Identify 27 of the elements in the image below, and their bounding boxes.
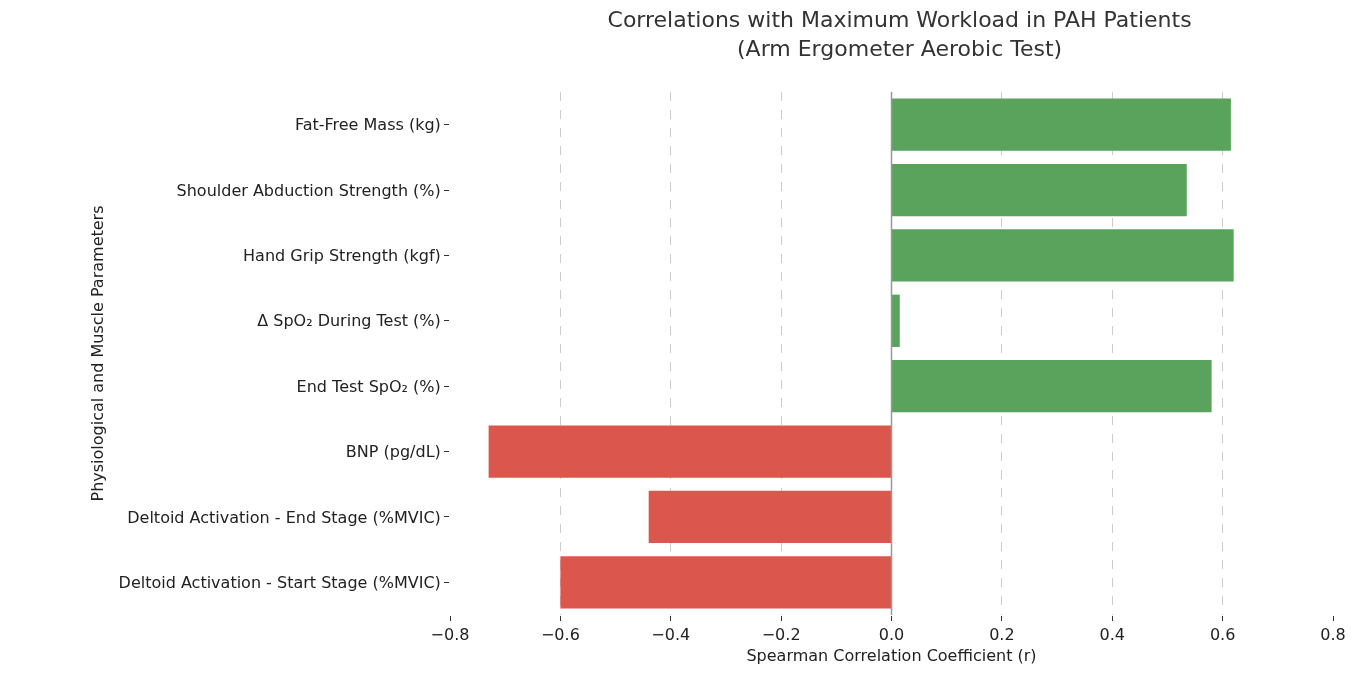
x-tick-label: −0.4 — [651, 625, 691, 645]
x-tick-label: 0.2 — [989, 625, 1015, 645]
bar — [891, 229, 1234, 282]
x-tick-label: −0.8 — [430, 625, 470, 645]
y-axis-title: Physiological and Muscle Parameters — [88, 205, 108, 502]
y-tick-label: Shoulder Abduction Strength (%) — [176, 180, 441, 200]
y-tick-label: Deltoid Activation - Start Stage (%MVIC) — [118, 572, 441, 592]
y-tick-label: Fat-Free Mass (kg) — [294, 115, 441, 135]
x-tick-label: 0.6 — [1209, 625, 1236, 645]
y-tick-label: End Test SpO₂ (%) — [296, 376, 441, 396]
bar — [648, 490, 892, 544]
bar — [488, 425, 892, 478]
x-tick-label: 0.4 — [1099, 625, 1125, 645]
bar — [560, 556, 892, 609]
y-tick-label: BNP (pg/dL) — [345, 442, 441, 462]
bar — [891, 360, 1212, 413]
x-tick-label: −0.6 — [540, 625, 580, 645]
y-tick-label: Hand Grip Strength (kgf) — [243, 246, 441, 266]
bar — [891, 98, 1231, 151]
x-axis-title: Spearman Correlation Coefficient (r) — [746, 645, 1037, 665]
x-tick-label: −0.2 — [761, 625, 801, 645]
x-tick-label: 0.0 — [878, 625, 905, 645]
y-tick-label: Δ SpO₂ During Test (%) — [257, 311, 441, 331]
y-tick-label: Deltoid Activation - End Stage (%MVIC) — [127, 507, 441, 527]
bar — [891, 163, 1187, 217]
x-tick-label: 0.8 — [1320, 625, 1346, 645]
chart-title: Correlations with Maximum Workload in PAH Patients (Arm Ergometer Aerobic Test) — [607, 7, 1192, 61]
